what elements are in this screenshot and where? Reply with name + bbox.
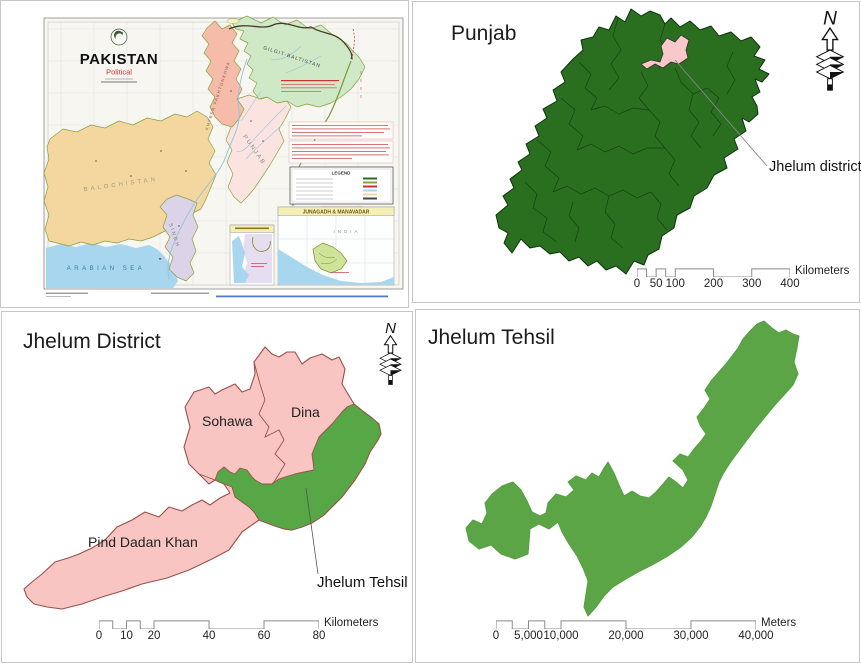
caption-marks [46, 292, 388, 298]
dashed-claim-line [352, 28, 355, 62]
punjab-scalebar: Kilometers 0 50 100 200 300 400 [633, 265, 850, 292]
jhelum-district-highlight [640, 34, 690, 70]
north-arrow: N [379, 320, 402, 385]
kashmir-red-note [281, 80, 339, 92]
tick-label: 40,000 [738, 630, 774, 642]
tick-label: 60 [257, 630, 271, 642]
callout-leader-line [674, 59, 768, 167]
tick-label: 100 [665, 278, 685, 290]
arabian-sea-label: ARABIAN SEA [67, 266, 146, 272]
tick-label: 10,000 [543, 630, 579, 642]
tick-label: 20 [147, 630, 161, 642]
karachi-marker [159, 258, 162, 260]
north-arrow: N [815, 8, 845, 91]
tick-label: 0 [492, 630, 500, 642]
tick-label: 200 [703, 278, 724, 290]
rivers [167, 45, 322, 280]
junagadh-inset: JUNAGADH & MANAVADAR INDIA [277, 206, 395, 286]
tick-label: 80 [312, 630, 326, 642]
pakistan-map-graphic: PAKISTAN Political GILGIT-BALTISTAN KHYB… [43, 15, 404, 298]
pakistan-emblem [110, 28, 128, 46]
legend-title: LEGEND [332, 171, 352, 176]
north-label: N [823, 8, 837, 29]
scalebar-wave [99, 620, 319, 629]
punjab-title: Punjab [451, 22, 517, 45]
tick-label: 10 [120, 630, 133, 642]
top-oval-label [226, 18, 240, 24]
tick-label: 30,000 [673, 630, 709, 642]
tick-label: 0 [95, 630, 103, 642]
pakistan-map-panel: PAKISTAN Political GILGIT-BALTISTAN KHYB… [0, 0, 409, 308]
pakistan-subtitle: Political [106, 68, 132, 77]
tick-label: 50 [649, 278, 663, 290]
sohawa-dina-boundary [253, 361, 286, 485]
tehsil-shape [465, 320, 800, 617]
india-label: INDIA [333, 229, 360, 234]
pind-dadan-khan-label: Pind Dadan Khan [88, 534, 198, 550]
pakistan-title: PAKISTAN [80, 51, 158, 68]
tick-label: 0 [633, 278, 641, 290]
north-label: N [385, 320, 396, 337]
scalebar-wave [637, 268, 790, 277]
scalebar-unit: Kilometers [324, 617, 379, 629]
scalebar-wave [496, 620, 756, 629]
legend-box: LEGEND [289, 166, 394, 208]
punjab-map-panel: Punjab Jhelum district N Kilometers 0 50… [412, 1, 861, 303]
northern-boundary-line [228, 22, 353, 60]
scalebar-ticks: 0 5,000 10,000 20,000 30,000 40,000 [492, 629, 774, 644]
punjab-map-graphic [495, 8, 770, 275]
callout-leader-line [305, 487, 319, 575]
scalebar-ticks: 0 50 100 200 300 400 [633, 277, 800, 292]
sohawa-pdk-boundary [198, 473, 216, 481]
scale-note-marks [101, 78, 137, 83]
jhelum-district-panel: Jhelum District Sohawa Dina Pind Dadan K… [1, 311, 413, 663]
arabian-sea-shape [46, 243, 178, 288]
district-map-graphic [23, 346, 382, 610]
tehsil-map-graphic [465, 320, 800, 617]
jhelum-district-title: Jhelum District [23, 330, 161, 353]
jhelum-tehsil-title: Jhelum Tehsil [428, 326, 555, 349]
town-dots [95, 90, 264, 227]
tick-label: 40 [202, 630, 216, 642]
tick-label: 20,000 [608, 630, 644, 642]
red-note-boxes [288, 121, 394, 164]
dina-label: Dina [291, 404, 320, 420]
tehsil-scalebar: Meters 0 5,000 10,000 20,000 30,000 40,0… [492, 617, 796, 644]
jhelum-district-callout: Jhelum district [769, 159, 861, 175]
tick-label: 400 [780, 278, 800, 290]
district-boundaries [524, 17, 736, 249]
tick-label: 5,000 [514, 630, 543, 642]
jhelum-tehsil-panel: Jhelum Tehsil Meters 0 5,000 10,000 20,0… [415, 309, 860, 663]
scalebar-unit: Meters [761, 617, 797, 629]
district-outline [23, 346, 382, 610]
district-scalebar: Kilometers 0 10 20 40 60 80 [95, 617, 379, 644]
sohawa-label: Sohawa [202, 413, 253, 429]
scalebar-ticks: 0 10 20 40 60 80 [95, 629, 326, 644]
tick-label: 300 [742, 278, 762, 290]
creek-inset [229, 224, 275, 286]
jhelum-tehsil-callout: Jhelum Tehsil [317, 574, 408, 591]
punjab-outline [495, 8, 770, 275]
scalebar-unit: Kilometers [795, 265, 850, 277]
junagadh-inset-title: JUNAGADH & MANAVADAR [303, 209, 370, 215]
jhelum-tehsil-shape [214, 403, 382, 531]
sindh-shape [159, 194, 199, 282]
